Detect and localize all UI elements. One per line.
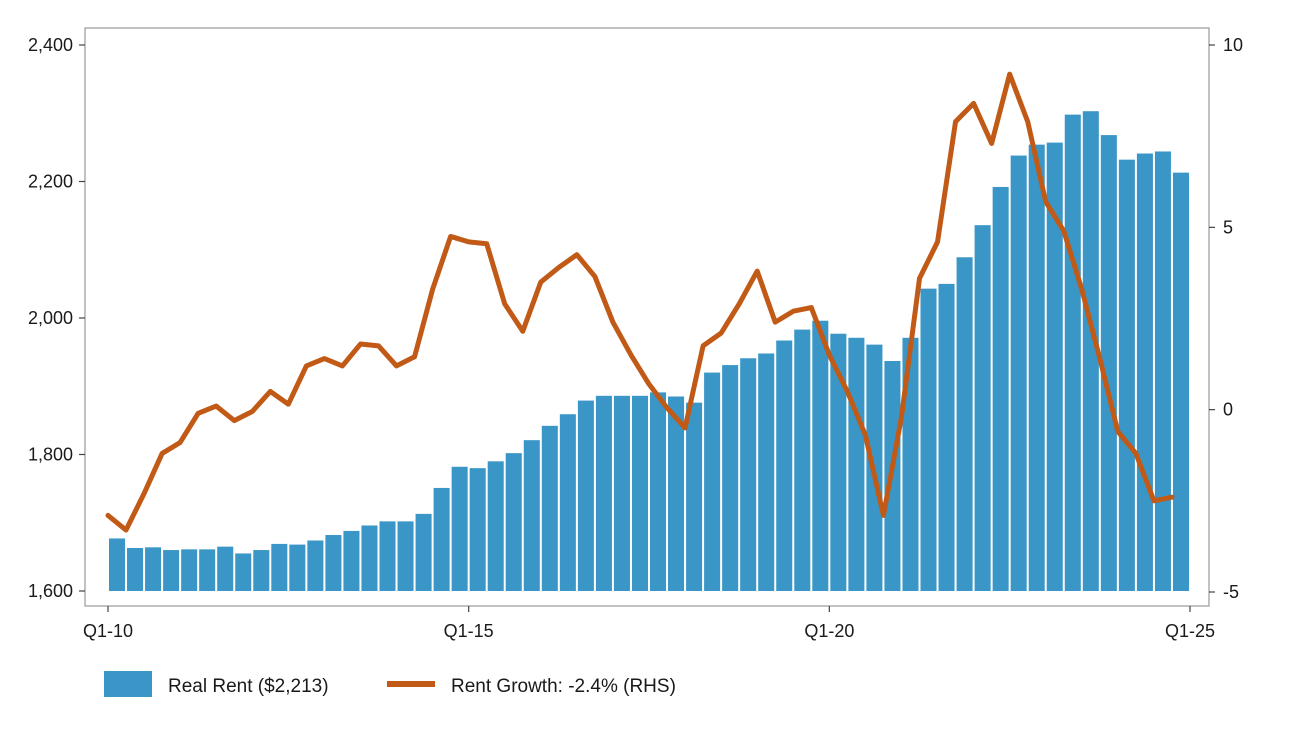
bar-q4-15 — [523, 440, 540, 591]
bar-q4-22 — [1028, 144, 1045, 591]
bar-q3-18 — [722, 365, 739, 591]
bar-q4-10 — [163, 550, 180, 591]
bar-q4-12 — [307, 540, 324, 591]
bar-q1-13 — [325, 535, 342, 591]
bar-q1-17 — [613, 395, 630, 591]
bar-q1-12 — [253, 550, 270, 591]
legend-swatch-real-rent — [104, 671, 152, 697]
bar-q2-24 — [1136, 153, 1153, 591]
bar-q3-10 — [145, 547, 162, 591]
bar-q3-17 — [650, 392, 667, 591]
bar-q3-21 — [938, 283, 955, 592]
bar-q4-17 — [668, 396, 685, 591]
bar-q2-13 — [343, 530, 360, 591]
left-tick-label-2000: 2,000 — [28, 308, 73, 328]
left-tick-label-1600: 1,600 — [28, 581, 73, 601]
plot-frame — [84, 27, 1210, 607]
bar-q3-15 — [505, 453, 522, 591]
bar-q2-19 — [776, 340, 793, 591]
bar-q1-22 — [974, 225, 991, 591]
bar-q2-18 — [704, 372, 721, 591]
bar-q4-16 — [595, 395, 612, 591]
bar-q2-16 — [559, 414, 576, 591]
bar-q3-23 — [1082, 111, 1099, 591]
bar-q2-10 — [127, 548, 144, 591]
rent-growth-line — [105, 71, 1175, 533]
bar-q3-22 — [1010, 155, 1027, 591]
bar-q2-15 — [487, 461, 504, 591]
bar-q3-24 — [1154, 151, 1171, 591]
x-tick-label-q1-20: Q1-20 — [804, 621, 854, 641]
left-tick-label-2200: 2,200 — [28, 172, 73, 192]
bar-q2-12 — [271, 543, 288, 591]
left-tick-label-2400: 2,400 — [28, 35, 73, 55]
bar-q4-14 — [451, 466, 468, 591]
bar-q1-10 — [109, 538, 126, 591]
bar-q2-14 — [415, 513, 432, 591]
x-tick-label-q1-15: Q1-15 — [444, 621, 494, 641]
left-tick-label-1800: 1,800 — [28, 445, 73, 465]
x-axis: Q1-10 Q1-15 Q1-20 Q1-25 — [83, 606, 1215, 641]
bar-q2-17 — [631, 395, 648, 591]
x-tick-label-q1-25: Q1-25 — [1165, 621, 1215, 641]
bar-q4-19 — [812, 320, 829, 591]
bar-q1-14 — [397, 521, 414, 591]
bar-q1-20 — [830, 333, 847, 591]
bar-q1-16 — [541, 425, 558, 591]
bar-q1-24 — [1118, 159, 1135, 591]
legend-label-real-rent: Real Rent ($2,213) — [168, 676, 329, 697]
right-tick-label-0: 0 — [1223, 400, 1233, 420]
bar-q4-24 — [1172, 172, 1189, 591]
bar-q2-20 — [848, 337, 865, 591]
bar-q4-13 — [379, 521, 396, 591]
bars-layer — [109, 111, 1189, 592]
bar-q1-15 — [469, 468, 486, 591]
x-tick-label-q1-10: Q1-10 — [83, 621, 133, 641]
bar-q4-11 — [235, 553, 252, 591]
bar-q2-11 — [199, 549, 216, 591]
bar-q3-14 — [433, 487, 450, 591]
legend-label-rent-growth: Rent Growth: -2.4% (RHS) — [451, 676, 676, 697]
bar-q1-21 — [902, 337, 919, 591]
bar-q2-23 — [1064, 114, 1081, 592]
bar-q3-19 — [794, 329, 811, 591]
bar-q2-22 — [992, 186, 1009, 591]
bar-q1-23 — [1046, 142, 1063, 591]
legend: Real Rent ($2,213) Rent Growth: -2.4% (R… — [104, 671, 676, 697]
bar-q3-11 — [217, 546, 234, 591]
right-tick-label--5: -5 — [1223, 582, 1239, 602]
right-tick-label-10: 10 — [1223, 35, 1243, 55]
right-tick-label-5: 5 — [1223, 217, 1233, 237]
bar-q3-12 — [289, 544, 306, 591]
bar-q1-19 — [758, 353, 775, 591]
bar-q2-21 — [920, 288, 937, 591]
left-axis: 1,600 1,800 2,000 2,200 2,400 — [28, 35, 85, 601]
bar-q4-23 — [1100, 135, 1117, 591]
line-layer — [105, 71, 1175, 533]
right-axis: -5 0 5 10 — [1209, 35, 1243, 602]
bar-q3-13 — [361, 525, 378, 591]
bar-q4-18 — [740, 358, 757, 591]
bar-q3-16 — [577, 400, 594, 591]
bar-q1-11 — [181, 549, 198, 591]
bar-q1-18 — [686, 402, 703, 591]
bar-q4-21 — [956, 257, 973, 591]
